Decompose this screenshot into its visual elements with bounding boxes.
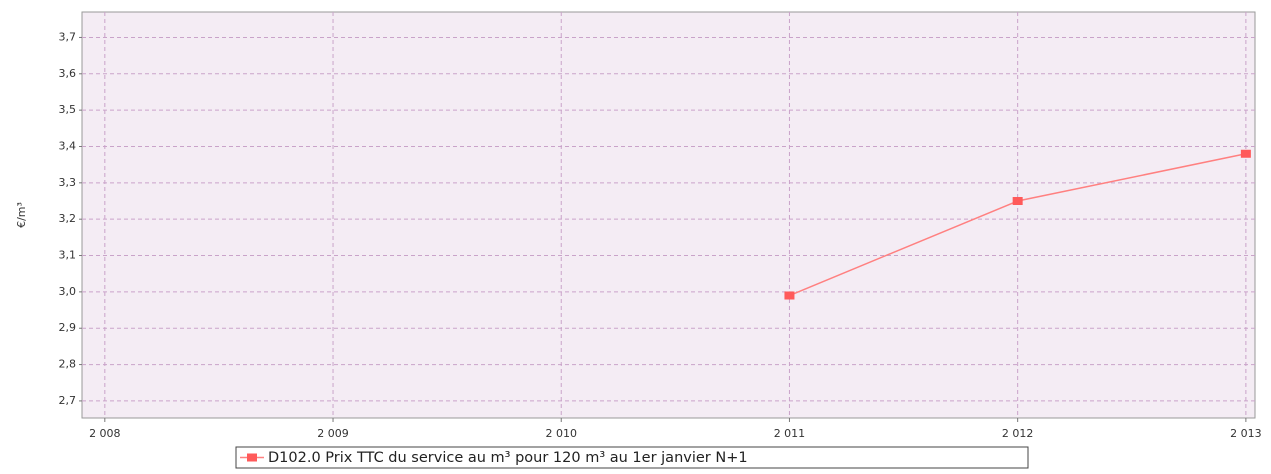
legend-label: D102.0 Prix TTC du service au m³ pour 12… bbox=[268, 450, 748, 466]
plot-area bbox=[81, 11, 1256, 419]
y-tick-label: 3,1 bbox=[59, 249, 77, 262]
y-tick-label: 3,5 bbox=[59, 103, 77, 116]
y-tick-label: 3,2 bbox=[59, 212, 77, 225]
x-tick-label: 2 013 bbox=[1230, 427, 1262, 440]
legend-box bbox=[235, 446, 1029, 469]
y-tick-label: 3,7 bbox=[59, 30, 77, 43]
x-tick-label: 2 010 bbox=[545, 427, 577, 440]
y-tick-label: 3,6 bbox=[59, 67, 77, 80]
x-tick-label: 2 012 bbox=[1002, 427, 1034, 440]
x-tick-label: 2 009 bbox=[317, 427, 349, 440]
point bbox=[1012, 197, 1023, 206]
x-tick-label: 2 008 bbox=[89, 427, 121, 440]
y-tick-label: 3,0 bbox=[59, 285, 77, 298]
point bbox=[1240, 149, 1251, 158]
y-axis-label: €/m³ bbox=[15, 202, 28, 228]
y-tick-label: 2,8 bbox=[59, 358, 77, 371]
y-tick-label: 3,4 bbox=[59, 139, 77, 152]
y-tick-label: 3,3 bbox=[59, 176, 77, 189]
legend-marker bbox=[247, 453, 257, 462]
y-tick-label: 2,7 bbox=[59, 394, 77, 407]
y-tick-label: 2,9 bbox=[59, 321, 77, 334]
point bbox=[784, 291, 795, 300]
x-tick-label: 2 011 bbox=[774, 427, 806, 440]
